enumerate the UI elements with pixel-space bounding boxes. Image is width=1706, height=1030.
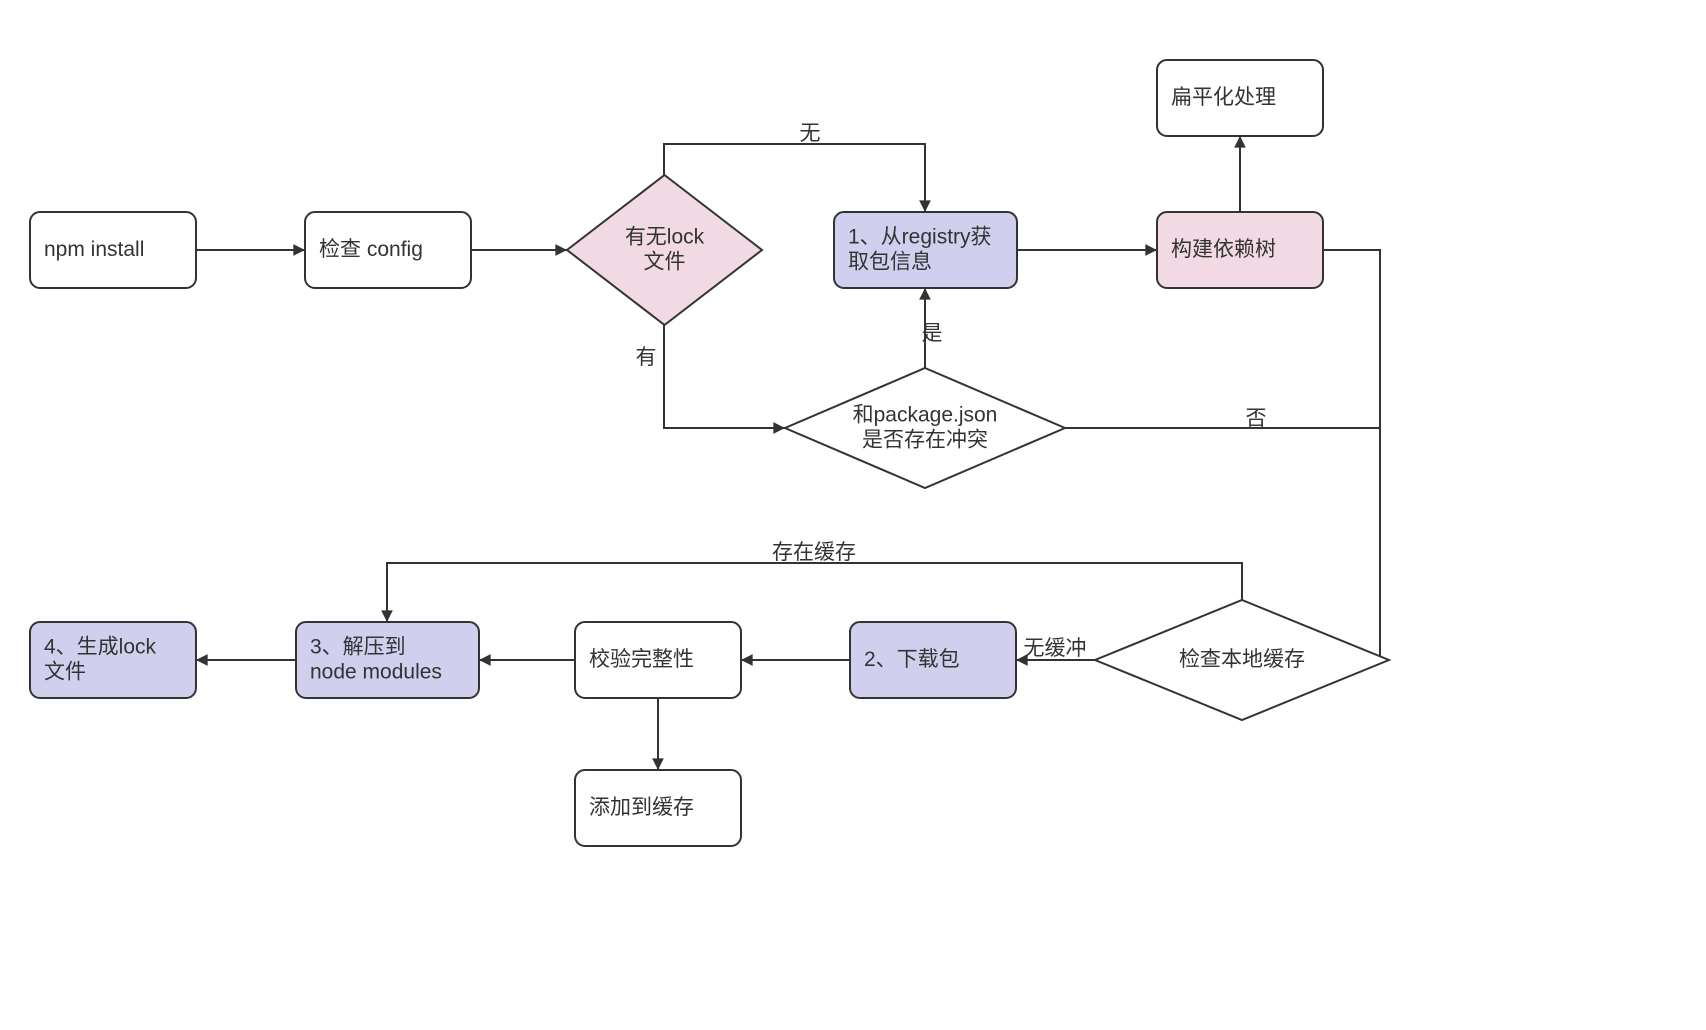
- edge-label-conflict-registry: 是: [922, 322, 943, 345]
- node-label-download: 2、下载包: [864, 648, 960, 671]
- node-label-check_config: 检查 config: [319, 238, 423, 261]
- node-label-verify: 校验完整性: [589, 648, 694, 671]
- flowchart-canvas: 无有是否无缓冲存在缓存npm install检查 config有无lock文件1…: [0, 0, 1706, 1030]
- edge-label-check_cache-extract: 存在缓存: [772, 541, 856, 564]
- edge-label-lock_file-registry: 无: [800, 122, 821, 145]
- edge-label-conflict-check_cache: 否: [1246, 407, 1267, 430]
- node-label-build_tree: 构建依赖树: [1171, 238, 1276, 261]
- edge-label-check_cache-download: 无缓冲: [1024, 637, 1087, 660]
- node-label-npm_install: npm install: [44, 238, 144, 261]
- node-label-add_cache: 添加到缓存: [589, 796, 694, 819]
- node-label-flatten: 扁平化处理: [1171, 86, 1276, 109]
- edge-label-lock_file-conflict: 有: [636, 346, 657, 369]
- node-label-check_cache: 检查本地缓存: [1179, 648, 1305, 671]
